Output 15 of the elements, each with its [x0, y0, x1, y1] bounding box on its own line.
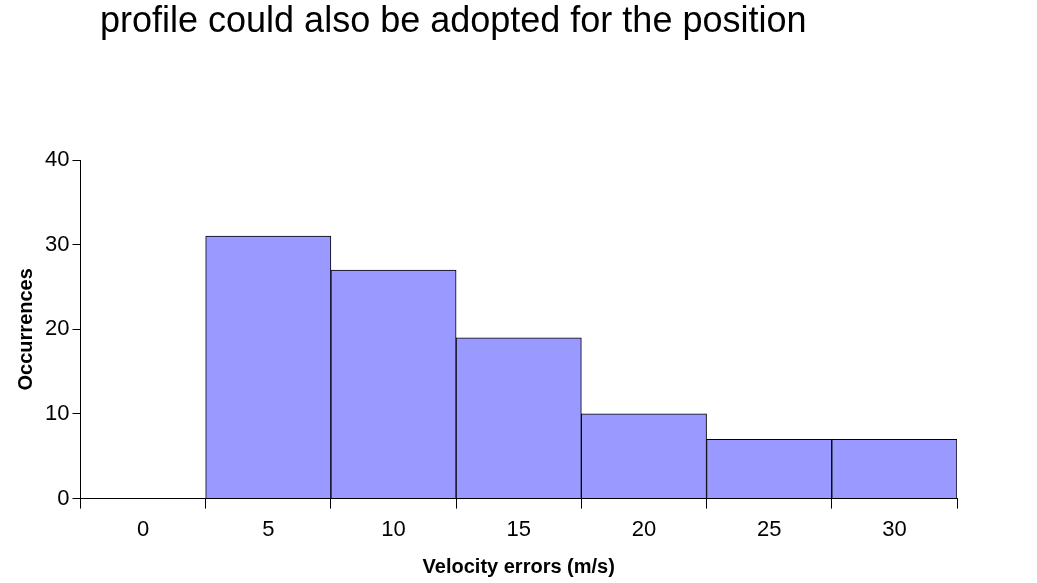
x-tick-label: 25: [756, 515, 782, 541]
x-tick-label: 5: [262, 515, 275, 541]
x-tick-label: 0: [136, 515, 150, 541]
x-tick-label: 30: [882, 515, 907, 541]
y-tick-label: 40: [44, 146, 70, 172]
x-tick-label: 20: [631, 515, 657, 541]
y-tick-label: 10: [44, 400, 70, 426]
y-tick-label: 0: [57, 484, 70, 510]
x-tick-label: 10: [381, 515, 406, 541]
x-axis-title: Velocity errors (m/s): [422, 554, 615, 577]
x-tick-label: 15: [506, 515, 531, 541]
y-axis-title: Occurrences: [13, 268, 36, 391]
y-tick-label: 20: [44, 315, 70, 341]
y-tick-label: 30: [44, 230, 70, 256]
text: profile could also be adopted for the position: [100, 0, 807, 40]
